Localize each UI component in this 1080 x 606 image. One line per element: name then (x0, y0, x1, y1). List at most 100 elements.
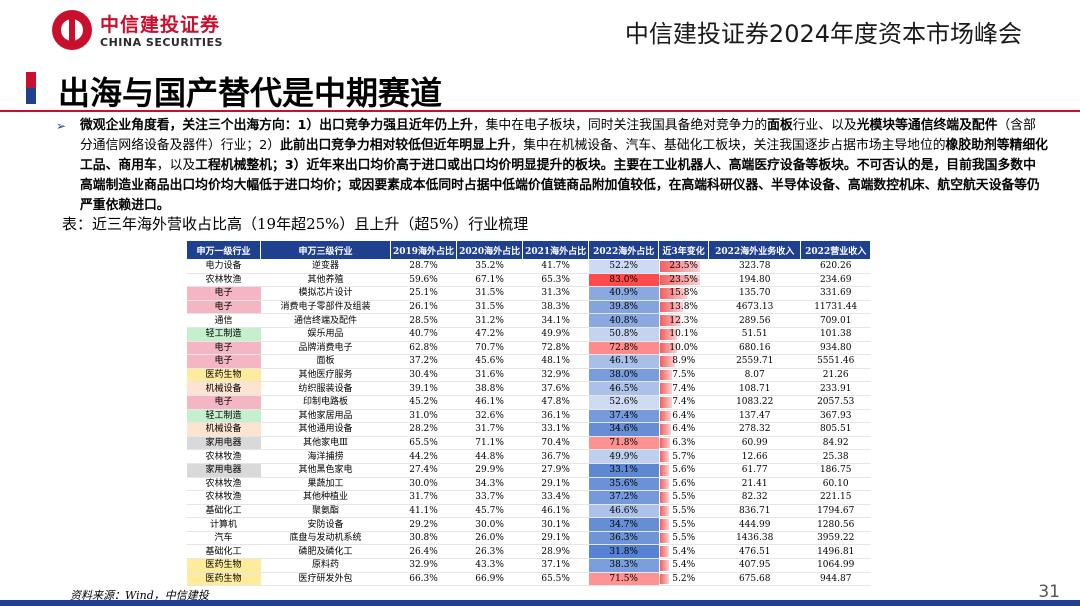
table-cell: 医药生物 (186, 368, 261, 383)
table-cell: 46.6% (588, 504, 659, 519)
table-cell: 12.3% (658, 313, 709, 328)
table-cell: 23.5% (658, 259, 709, 274)
table-cell: 农林牧渔 (186, 490, 261, 505)
table-cell: 331.69 (800, 286, 871, 301)
table-row: 计算机 安防设备 29.2% 30.0% 30.1% 34.7% 5.5% 444.99 128… (186, 517, 871, 532)
table-cell: 其他家居用品 (260, 409, 391, 424)
table-cell: 39.1% (390, 381, 457, 396)
change-value: 5.4% (672, 546, 696, 557)
change-value: 5.5% (672, 492, 696, 503)
table-cell: 83.0% (588, 273, 659, 288)
table-cell: 底盘与发动机系统 (260, 531, 391, 546)
change-value: 10.1% (669, 329, 698, 340)
table-cell: 电子 (186, 300, 261, 315)
table-cell: 海洋捕捞 (260, 449, 391, 464)
change-value: 5.4% (672, 560, 696, 571)
table-cell: 1064.99 (800, 558, 871, 573)
table-cell: 44.8% (456, 449, 523, 464)
table-cell: 65.5% (390, 436, 457, 451)
logo-mark-icon (52, 10, 92, 50)
table-row: 基础化工 聚氨酯 41.1% 45.7% 46.1% 46.6% 5.5% 836.71 179… (186, 504, 871, 519)
change-value: 5.2% (672, 573, 696, 584)
table-cell: 5.5% (658, 490, 709, 505)
table-cell: 934.80 (800, 341, 871, 356)
bullet-paragraph: ➢ 微观企业角度看，关注三个出海方向：1）出口竞争力强且近年仍上升，集中在电子板… (56, 116, 1048, 216)
title-divider (0, 110, 1080, 112)
table-cell: 面板 (260, 354, 391, 369)
table-cell: 7.4% (658, 381, 709, 396)
table-cell: 28.2% (390, 422, 457, 437)
table-cell: 26.1% (390, 300, 457, 315)
table-cell: 36.7% (522, 449, 589, 464)
change-bar (659, 424, 671, 435)
table-cell: 30.4% (390, 368, 457, 383)
table-cell: 71.1% (456, 436, 523, 451)
table-cell: 289.56 (708, 313, 801, 328)
table-row: 轻工制造 其他家居用品 31.0% 32.6% 36.1% 37.4% 6.4% 137.47… (186, 409, 871, 424)
table-cell: 其他黑色家电 (260, 463, 391, 478)
table-cell: 36.3% (588, 531, 659, 546)
change-bar (659, 519, 670, 530)
table-header-cell: 2019海外占比 (389, 240, 458, 260)
table-cell: 2559.71 (708, 354, 801, 369)
table-cell: 186.75 (800, 463, 871, 478)
table-cell: 67.1% (456, 273, 523, 288)
table-cell: 45.7% (456, 504, 523, 519)
table-cell: 聚氨酯 (260, 504, 391, 519)
table-cell: 33.1% (588, 463, 659, 478)
table-cell: 43.3% (456, 558, 523, 573)
change-value: 5.5% (672, 533, 696, 544)
change-bar (659, 478, 670, 490)
bullet-segment: （含部分通信网络设备及器件）行业；2） (80, 118, 1036, 153)
table-cell: 39.8% (588, 300, 659, 315)
table-cell: 其他家电Ⅲ (260, 436, 391, 451)
table-row: 电子 消费电子零部件及组装 26.1% 31.5% 38.3% 39.8% 13.8% 467… (186, 300, 871, 315)
table-cell: 31.0% (390, 409, 457, 424)
logo-cn: 中信建投证券 (100, 14, 221, 36)
table-cell: 基础化工 (186, 504, 261, 519)
table-cell: 65.3% (522, 273, 589, 288)
table-cell: 5.2% (658, 572, 709, 587)
table-cell: 71.5% (588, 572, 659, 587)
table-cell: 34.6% (588, 422, 659, 437)
change-bar (659, 315, 681, 326)
change-bar (659, 532, 670, 544)
table-cell: 农林牧渔 (186, 449, 261, 464)
table-cell: 医疗研发外包 (260, 572, 391, 587)
table-row: 电子 模拟芯片设计 25.1% 31.5% 31.3% 40.9% 15.8% 135.70 3… (186, 286, 871, 301)
table-cell: 65.5% (522, 572, 589, 587)
table-cell: 34.7% (588, 517, 659, 532)
table-cell: 31.5% (456, 300, 523, 315)
table-cell: 233.91 (800, 381, 871, 396)
table-cell: 5.7% (658, 449, 709, 464)
table-cell: 28.5% (390, 313, 457, 328)
change-value: 5.6% (672, 465, 696, 476)
table-cell: 6.4% (658, 409, 709, 424)
table-row: 电力设备 逆变器 28.7% 35.2% 41.7% 52.2% 23.5% 323.78 62… (186, 259, 871, 274)
table-cell: 33.4% (522, 490, 589, 505)
table-cell: 娱乐用品 (260, 327, 391, 342)
conference-title: 中信建投证券2024年度资本市场峰会 (624, 20, 1022, 48)
table-header-cell: 申万一级行业 (186, 240, 261, 260)
table-cell: 675.68 (708, 572, 801, 587)
table-cell: 72.8% (522, 341, 589, 356)
table-cell: 33.7% (456, 490, 523, 505)
table-cell: 29.2% (390, 517, 457, 532)
table-cell: 11731.44 (800, 300, 871, 315)
table-cell: 37.2% (390, 354, 457, 369)
table-cell: 家用电器 (186, 436, 261, 451)
table-cell: 逆变器 (260, 259, 391, 274)
table-row: 医药生物 医疗研发外包 66.3% 66.9% 65.5% 71.5% 5.2% 675.68… (186, 572, 871, 587)
table-row: 家用电器 其他家电Ⅲ 65.5% 71.1% 70.4% 71.8% 6.3% 60.99 84… (186, 436, 871, 451)
table-cell: 8.9% (658, 354, 709, 369)
table-cell: 5.4% (658, 558, 709, 573)
table-cell: 47.8% (522, 395, 589, 410)
table-cell: 38.8% (456, 381, 523, 396)
table-cell: 农林牧渔 (186, 477, 261, 492)
table-cell: 医药生物 (186, 558, 261, 573)
table-cell: 6.3% (658, 436, 709, 451)
table-cell: 46.1% (588, 354, 659, 369)
bullet-segment: ，集中在电子板块，同时关注我国具备绝对竞争力的 (472, 118, 768, 133)
table-cell: 323.78 (708, 259, 801, 274)
table-row: 医药生物 原料药 32.9% 43.3% 37.1% 38.3% 5.4% 407.95 106… (186, 558, 871, 573)
